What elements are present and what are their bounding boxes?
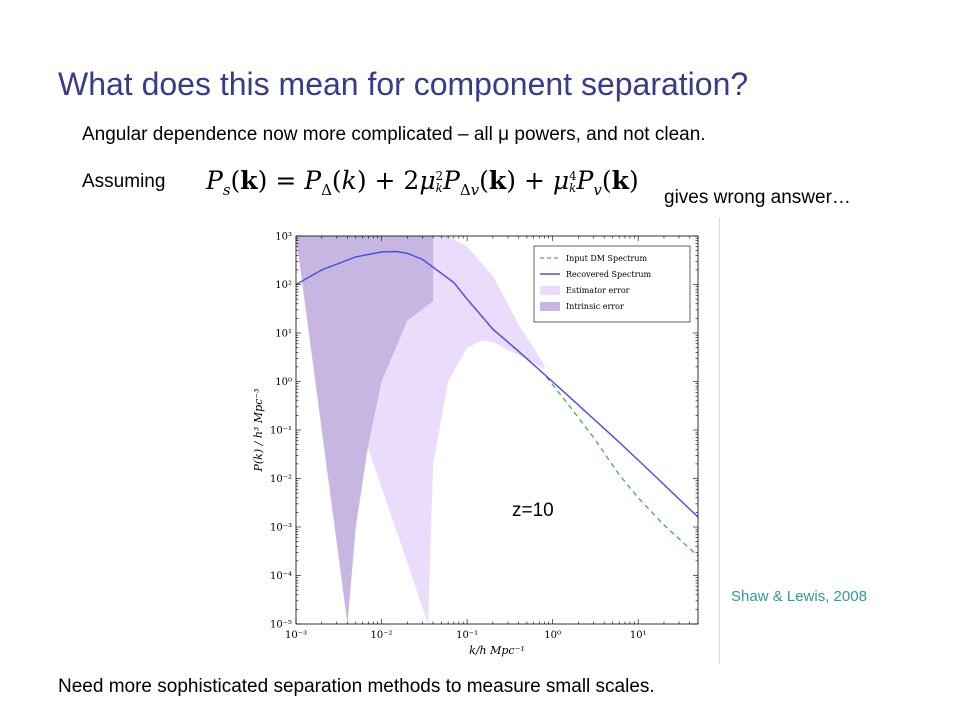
y-tick-label: 10³ [275, 232, 292, 243]
footer-text: Need more sophisticated separation metho… [58, 676, 655, 697]
legend-intrinsic-swatch [540, 302, 560, 311]
y-tick-label: 10⁻³ [270, 523, 292, 534]
x-tick-label: 10⁻¹ [456, 630, 478, 641]
gives-wrong-answer-text: gives wrong answer… [664, 187, 851, 208]
redshift-label: z=10 [512, 500, 554, 521]
legend-input-label: Input DM Spectrum [566, 254, 648, 263]
y-tick-label: 10⁻² [270, 474, 292, 485]
x-tick-label: 10⁻³ [285, 630, 307, 641]
band-intrinsic-error [296, 236, 434, 624]
x-axis-label: k/h Mpc⁻¹ [469, 644, 525, 657]
y-tick-label: 10² [275, 280, 292, 291]
y-tick-label: 10⁻¹ [270, 426, 292, 437]
x-tick-label: 10⁻² [371, 630, 393, 641]
power-spectrum-equation: Ps(k) = PΔ(k) + 2μ 2 k PΔv(k) + μ 4 k Pv(k) [206, 166, 639, 199]
legend: Input DM Spectrum Recovered Spectrum Est… [533, 245, 691, 323]
divider-line [719, 218, 720, 664]
y-tick-label: 10⁻⁴ [270, 571, 292, 582]
legend-intrinsic-label: Intrinsic error [566, 302, 624, 311]
y-tick-label: 10⁻⁵ [270, 620, 292, 631]
assuming-label: Assuming [82, 171, 166, 192]
series-recovered-spectrum [296, 250, 698, 518]
y-tick-label: 10¹ [275, 329, 292, 340]
x-tick-label: 10¹ [630, 630, 647, 641]
y-tick-label: 10⁰ [275, 377, 292, 388]
legend-estimator-swatch [540, 286, 560, 295]
citation-text: Shaw & Lewis, 2008 [731, 588, 867, 605]
slide-title: What does this mean for component separa… [58, 66, 749, 102]
angular-dependence-text: Angular dependence now more complicated … [82, 124, 706, 145]
x-tick-label: 10⁰ [544, 630, 561, 641]
legend-estimator-label: Estimator error [566, 286, 630, 295]
power-spectrum-chart: 10⁻³ 10⁻² 10⁻¹ 10⁰ 10¹ 10⁻⁵ 10⁻⁴ 10⁻³ 10⁻² 10⁻¹ 10… [252, 232, 699, 657]
y-axis-label: P(k) / h³ Mpc⁻³ [252, 388, 265, 472]
legend-recovered-label: Recovered Spectrum [566, 270, 652, 279]
